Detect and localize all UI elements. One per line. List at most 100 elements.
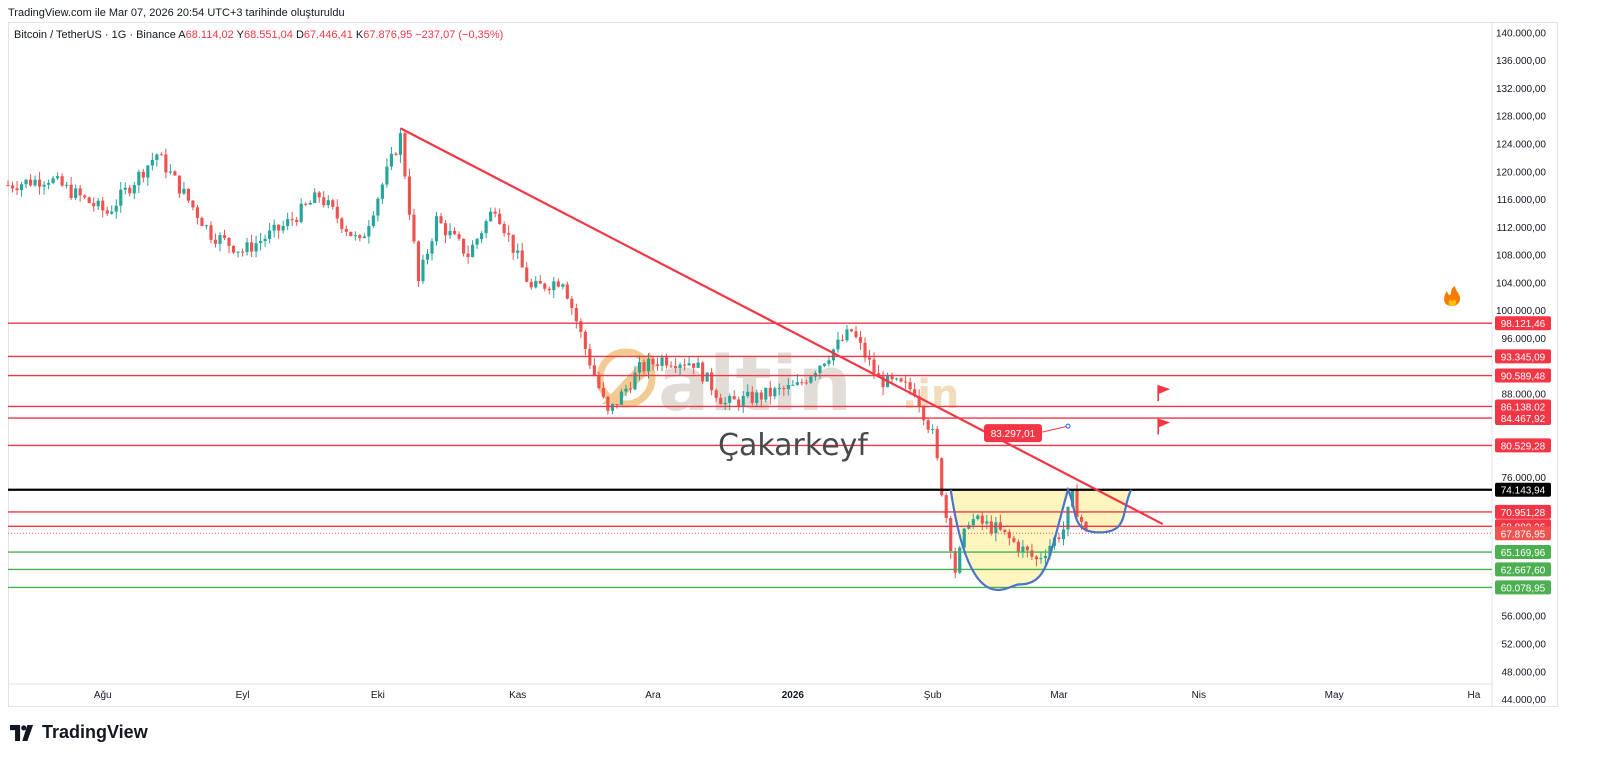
y-tick-label: 56.000,00 bbox=[1502, 612, 1547, 623]
y-tick-label: 112.000,00 bbox=[1497, 223, 1547, 234]
candle-body bbox=[286, 219, 290, 227]
candle-body bbox=[87, 197, 91, 204]
candle-body bbox=[583, 331, 587, 349]
tradingview-brand: TradingView bbox=[42, 722, 148, 742]
level-price-tag bbox=[1495, 349, 1551, 364]
x-tick-label: Kas bbox=[509, 690, 526, 701]
candle-body bbox=[534, 281, 538, 288]
candle-body bbox=[773, 388, 777, 397]
symbol-label[interactable]: Bitcoin / TetherUS · 1G · Binance bbox=[14, 29, 176, 41]
candle-body bbox=[899, 378, 903, 382]
candle-body bbox=[367, 225, 371, 237]
y-tick-label: 116.000,00 bbox=[1497, 195, 1547, 206]
candle-body bbox=[461, 238, 466, 254]
candle-body bbox=[651, 358, 655, 365]
candle-body bbox=[51, 178, 55, 183]
candle-body bbox=[1079, 516, 1084, 522]
candle-body bbox=[872, 359, 876, 374]
candle-body bbox=[173, 171, 177, 176]
candle-body bbox=[538, 281, 542, 284]
candle-body bbox=[818, 365, 822, 374]
candle-body bbox=[570, 298, 574, 309]
level-price-label: 80.529,28 bbox=[1501, 441, 1546, 452]
candle-body bbox=[245, 242, 249, 253]
candle-body bbox=[782, 388, 786, 390]
chart-frame bbox=[8, 22, 1558, 707]
candle-body bbox=[849, 329, 854, 332]
callout-label: 83.297,01 bbox=[991, 429, 1036, 440]
candle-body bbox=[922, 406, 926, 421]
candle-body bbox=[1016, 541, 1020, 552]
candle-body bbox=[764, 387, 768, 400]
candle-body bbox=[412, 214, 416, 242]
candle-body bbox=[209, 225, 213, 240]
level-price-label: 93.345,09 bbox=[1501, 352, 1546, 363]
candle-body bbox=[944, 495, 948, 518]
candle-body bbox=[692, 363, 696, 368]
candle-body bbox=[457, 234, 461, 239]
candle-body bbox=[1021, 546, 1025, 552]
candle-body bbox=[664, 357, 669, 366]
candle-body bbox=[137, 171, 141, 186]
close-label: K bbox=[355, 29, 364, 41]
level-price-label: 98.121,46 bbox=[1501, 319, 1546, 330]
y-tick-label: 124.000,00 bbox=[1496, 140, 1546, 151]
candle-body bbox=[146, 165, 150, 178]
candle-body bbox=[277, 224, 281, 231]
candle-body bbox=[141, 171, 145, 178]
candle-body bbox=[231, 245, 236, 253]
candle-body bbox=[822, 363, 827, 366]
y-tick-label: 48.000,00 bbox=[1502, 667, 1547, 678]
candle-body bbox=[155, 154, 159, 160]
tradingview-footer[interactable]: TradingView bbox=[10, 722, 148, 743]
level-price-tag bbox=[1495, 438, 1551, 453]
candle-body bbox=[101, 200, 105, 211]
candle-body bbox=[516, 250, 520, 253]
callout-box bbox=[984, 424, 1042, 443]
candle-body bbox=[434, 216, 439, 242]
y-tick-label: 108.000,00 bbox=[1496, 251, 1546, 262]
candle-body bbox=[259, 240, 263, 244]
candle-body bbox=[687, 363, 691, 366]
candle-body bbox=[994, 522, 998, 534]
candle-body bbox=[610, 403, 615, 411]
candle-body bbox=[876, 373, 881, 377]
candle-body bbox=[633, 372, 637, 390]
flag-icon bbox=[1157, 385, 1171, 402]
candle-body bbox=[615, 403, 619, 405]
candle-body bbox=[895, 378, 899, 380]
level-price-label: 60.078,95 bbox=[1501, 583, 1546, 594]
candle-body bbox=[489, 211, 493, 222]
candle-body bbox=[989, 521, 993, 534]
candle-body bbox=[471, 244, 475, 257]
candle-body bbox=[619, 391, 624, 405]
candle-body bbox=[831, 349, 836, 361]
x-tick-label: Nis bbox=[1192, 690, 1206, 701]
candle-body bbox=[268, 230, 272, 239]
candle-body bbox=[191, 200, 195, 208]
change-value: −237,07 (−0,35%) bbox=[415, 29, 504, 41]
candle-body bbox=[380, 184, 384, 199]
candle-body bbox=[588, 348, 592, 366]
candle-body bbox=[1034, 556, 1039, 560]
candle-body bbox=[565, 284, 569, 299]
candle-body bbox=[678, 364, 682, 368]
altin-watermark: altin .in bbox=[596, 339, 959, 428]
x-tick-label: 2026 bbox=[782, 690, 805, 701]
x-tick-label: May bbox=[1325, 690, 1344, 701]
candle-body bbox=[110, 211, 114, 214]
candle-body bbox=[809, 376, 813, 383]
x-tick-label: Mar bbox=[1050, 690, 1068, 701]
level-price-label: 90.589,48 bbox=[1501, 372, 1546, 383]
x-tick-label: Ağu bbox=[94, 690, 112, 701]
candle-body bbox=[940, 458, 944, 496]
candle-body bbox=[313, 192, 317, 203]
candle-body bbox=[466, 253, 470, 257]
candle-body bbox=[827, 360, 831, 364]
candle-body bbox=[200, 217, 204, 227]
candle-body bbox=[182, 188, 186, 194]
candle-body bbox=[128, 187, 132, 194]
level-price-tag bbox=[1495, 562, 1551, 577]
candle-body bbox=[47, 182, 51, 185]
